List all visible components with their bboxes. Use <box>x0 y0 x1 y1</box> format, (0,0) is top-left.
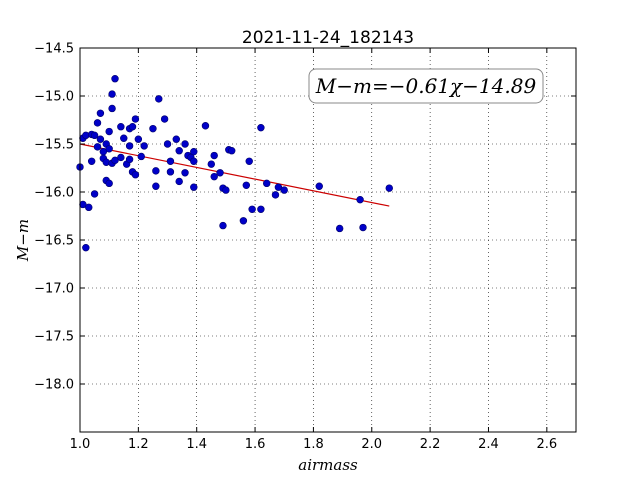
fit-equation-frame <box>308 68 544 104</box>
y-tick-label: −16.0 <box>34 186 74 201</box>
data-point <box>125 155 134 164</box>
y-tick-label: −15.0 <box>34 90 74 105</box>
data-point <box>82 243 90 252</box>
data-point <box>131 171 140 179</box>
data-point <box>175 147 183 155</box>
y-tick-label: −14.5 <box>34 42 74 57</box>
data-point <box>242 181 251 189</box>
data-point <box>131 115 140 123</box>
data-point <box>263 179 271 188</box>
y-tick-label: −15.5 <box>34 138 74 153</box>
data-point <box>152 167 160 175</box>
data-point <box>120 134 128 142</box>
x-tick-label: 2.0 <box>361 437 382 452</box>
data-point <box>160 115 169 123</box>
points-layer <box>76 75 393 252</box>
data-point <box>105 179 113 188</box>
data-point <box>137 152 145 161</box>
data-point <box>111 156 119 165</box>
data-point <box>207 160 215 168</box>
data-point <box>105 127 113 136</box>
data-point <box>222 186 230 194</box>
ticks <box>79 47 576 432</box>
data-point <box>105 145 113 153</box>
data-point <box>111 75 119 83</box>
x-tick-label: 1.4 <box>186 437 207 452</box>
data-point <box>128 123 137 131</box>
data-point <box>117 153 125 162</box>
x-tick-label: 1.6 <box>245 437 266 452</box>
data-point <box>125 142 134 150</box>
x-tick-label: 1.0 <box>70 437 91 452</box>
data-point <box>155 95 163 103</box>
x-tick-label: 2.4 <box>478 437 499 452</box>
data-point <box>152 182 160 190</box>
data-point <box>175 177 183 186</box>
data-point <box>210 151 218 160</box>
data-point <box>166 168 175 176</box>
y-tick-label: −18.0 <box>34 378 74 393</box>
data-point <box>239 217 248 225</box>
y-tick-label: −16.5 <box>34 234 74 249</box>
data-point <box>201 122 210 130</box>
data-point <box>190 157 198 165</box>
data-point <box>117 123 125 131</box>
data-point <box>108 90 116 98</box>
data-point <box>108 104 116 113</box>
data-point <box>140 142 148 150</box>
x-tick-labels: 1.0 1.2 1.4 1.6 1.8 2.0 2.2 2.4 2.6 <box>70 437 558 452</box>
data-point <box>335 224 344 233</box>
data-point <box>163 140 172 148</box>
x-axis-label: airmass <box>298 456 358 474</box>
data-point <box>248 205 256 213</box>
data-point <box>90 190 99 198</box>
data-point <box>90 131 99 140</box>
y-tick-label: −17.5 <box>34 330 74 345</box>
data-point <box>96 135 105 143</box>
data-point <box>210 172 218 181</box>
data-point <box>356 195 364 204</box>
fit-equation: M−m=−0.61χ−14.89 <box>315 74 537 98</box>
fit-line <box>79 143 390 207</box>
data-point <box>87 157 96 165</box>
data-point <box>190 147 198 156</box>
fit-layer <box>79 143 390 207</box>
data-point <box>245 157 253 165</box>
data-point <box>93 119 102 127</box>
data-point <box>149 124 157 133</box>
x-tick-label: 1.2 <box>128 437 149 452</box>
data-point <box>315 182 323 190</box>
data-point <box>181 140 189 148</box>
data-point <box>134 135 143 143</box>
y-tick-label: −17.0 <box>34 282 74 297</box>
data-point <box>96 109 105 117</box>
x-tick-label: 2.2 <box>420 437 441 452</box>
data-point <box>359 223 367 232</box>
grid <box>80 48 576 432</box>
chart-title: 2021-11-24_182143 <box>242 28 414 48</box>
data-point <box>385 184 393 192</box>
data-point <box>85 203 93 212</box>
data-point <box>93 143 102 151</box>
data-point <box>257 123 265 132</box>
data-point <box>166 157 175 165</box>
data-point <box>172 135 180 143</box>
data-point <box>274 183 283 191</box>
y-tick-labels: −14.5 −15.0 −15.5 −16.0 −16.5 −17.0 −17.5 −18.0 <box>34 42 74 393</box>
y-axis-label: M−m <box>14 219 32 262</box>
data-point <box>181 169 189 177</box>
data-point <box>228 147 236 155</box>
data-point <box>190 183 198 191</box>
fit-equation-box: M−m=−0.61χ−14.89 <box>308 68 544 104</box>
data-point <box>280 186 288 194</box>
data-point <box>216 169 224 177</box>
data-point <box>219 221 227 230</box>
x-tick-label: 2.6 <box>536 437 557 452</box>
data-point <box>257 205 265 213</box>
x-tick-label: 1.8 <box>303 437 324 452</box>
data-point <box>271 191 280 199</box>
